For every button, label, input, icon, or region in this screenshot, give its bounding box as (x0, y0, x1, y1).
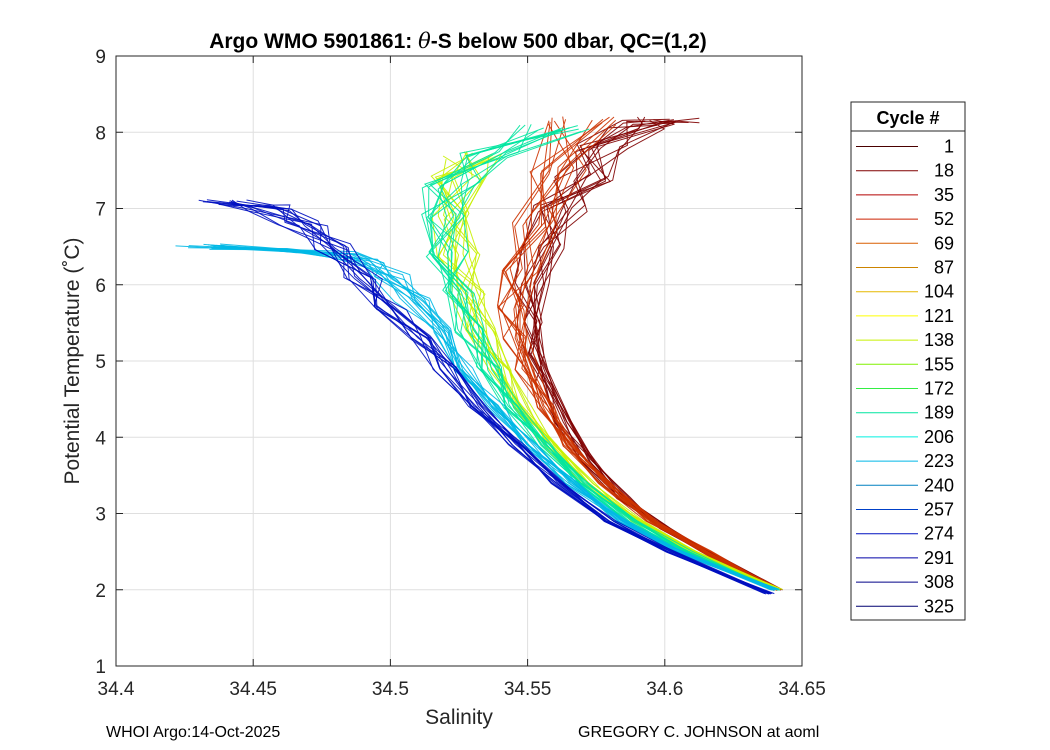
profile-line (428, 128, 775, 591)
axis-ticks: 34.4 34.45 34.5 34.55 34.6 34.65 1 2 3 4 5 6 7 8 9 (95, 47, 825, 700)
title-prefix: Argo WMO 5901861: (209, 30, 418, 53)
legend-label: 104 (924, 282, 954, 302)
profile-group (198, 199, 775, 595)
legend-label: 189 (924, 403, 954, 423)
legend-label: 325 (924, 596, 954, 616)
x-axis-label: Salinity (425, 706, 493, 729)
chart-title: Argo WMO 5901861: θ-S below 500 dbar, QC… (209, 29, 707, 53)
profile-line (450, 152, 779, 590)
profile-line (229, 200, 771, 594)
legend-label: 257 (924, 500, 954, 520)
legend: Cycle # 1 18 35 52 69 87 104 121 138 155 172 189 206… (850, 101, 966, 621)
legend-label: 240 (924, 475, 954, 495)
x-tick-label: 34.4 (98, 679, 135, 700)
legend-label: 291 (924, 548, 954, 568)
legend-label: 52 (934, 209, 954, 229)
profile-group (421, 124, 781, 591)
profile-line (232, 204, 773, 594)
legend-label: 18 (934, 161, 954, 181)
title-suffix: -S below 500 dbar, QC=(1,2) (431, 30, 707, 53)
x-tick-label: 34.5 (372, 679, 409, 700)
footer-right-credit: GREGORY C. JOHNSON at aoml (578, 724, 820, 741)
y-tick-label: 4 (95, 428, 106, 449)
legend-title: Cycle # (876, 108, 939, 128)
x-tick-label: 34.6 (646, 679, 683, 700)
profile-line (220, 244, 777, 591)
profile-line (505, 120, 779, 591)
y-tick-label: 8 (95, 123, 106, 144)
profile-line (446, 154, 773, 590)
legend-label: 172 (924, 379, 954, 399)
x-tick-label: 34.55 (504, 679, 552, 700)
profile-line (437, 159, 780, 590)
y-tick-label: 6 (95, 276, 106, 297)
profile-line (443, 151, 773, 591)
profile-line (437, 125, 777, 590)
profile-line (425, 127, 773, 591)
profile-line (423, 124, 779, 591)
profile-line (497, 119, 773, 590)
x-tick-label: 34.45 (229, 679, 277, 700)
legend-label: 308 (924, 572, 954, 592)
profile-line (236, 200, 770, 595)
x-tick-label: 34.65 (778, 679, 826, 700)
legend-label: 274 (924, 524, 954, 544)
profile-line (442, 131, 771, 590)
legend-entries: 1 18 35 52 69 87 104 121 138 155 172 189 206 223 240 25… (856, 137, 954, 616)
legend-label: 35 (934, 185, 954, 205)
legend-label: 155 (924, 354, 954, 374)
profile-line (497, 124, 775, 590)
y-axis-label: Potential Temperature (˚C) (61, 237, 84, 484)
footer-left-credit: WHOI Argo:14-Oct-2025 (106, 724, 281, 741)
y-tick-label: 9 (95, 47, 106, 68)
legend-label: 138 (924, 330, 954, 350)
legend-label: 223 (924, 451, 954, 471)
y-tick-label: 1 (95, 657, 106, 678)
profile-line (429, 128, 773, 590)
y-tick-label: 3 (95, 505, 106, 526)
profile-line (509, 120, 778, 591)
legend-label: 206 (924, 427, 954, 447)
y-tick-label: 5 (95, 352, 106, 373)
legend-label: 1 (944, 137, 954, 157)
profile-lines (175, 116, 783, 595)
profile-line (502, 118, 779, 590)
y-tick-label: 2 (95, 581, 106, 602)
legend-label: 87 (934, 258, 954, 278)
profile-group (497, 116, 783, 591)
legend-label: 69 (934, 233, 954, 253)
legend-label: 121 (924, 306, 954, 326)
title-theta: θ (418, 29, 431, 53)
y-tick-label: 7 (95, 200, 106, 221)
profile-line (421, 128, 775, 591)
